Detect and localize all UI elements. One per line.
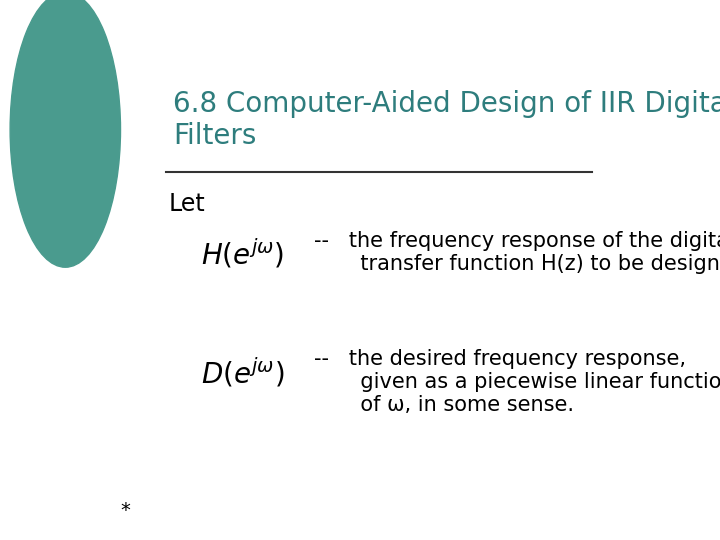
Text: $D\left(e^{j\omega}\right)$: $D\left(e^{j\omega}\right)$: [201, 356, 284, 389]
Text: 6.8 Computer-Aided Design of IIR Digital
Filters: 6.8 Computer-Aided Design of IIR Digital…: [174, 90, 720, 150]
Text: *: *: [120, 501, 130, 520]
Text: --   the desired frequency response,: -- the desired frequency response,: [314, 349, 685, 369]
Text: Let: Let: [168, 192, 205, 216]
Text: $H\left(e^{j\omega}\right)$: $H\left(e^{j\omega}\right)$: [201, 237, 284, 271]
Ellipse shape: [10, 0, 120, 267]
Text: of ω, in some sense.: of ω, in some sense.: [314, 395, 574, 415]
Text: --   the frequency response of the digital: -- the frequency response of the digital: [314, 231, 720, 251]
Text: given as a piecewise linear function: given as a piecewise linear function: [314, 372, 720, 392]
Text: transfer function H(z) to be designed.: transfer function H(z) to be designed.: [314, 254, 720, 274]
